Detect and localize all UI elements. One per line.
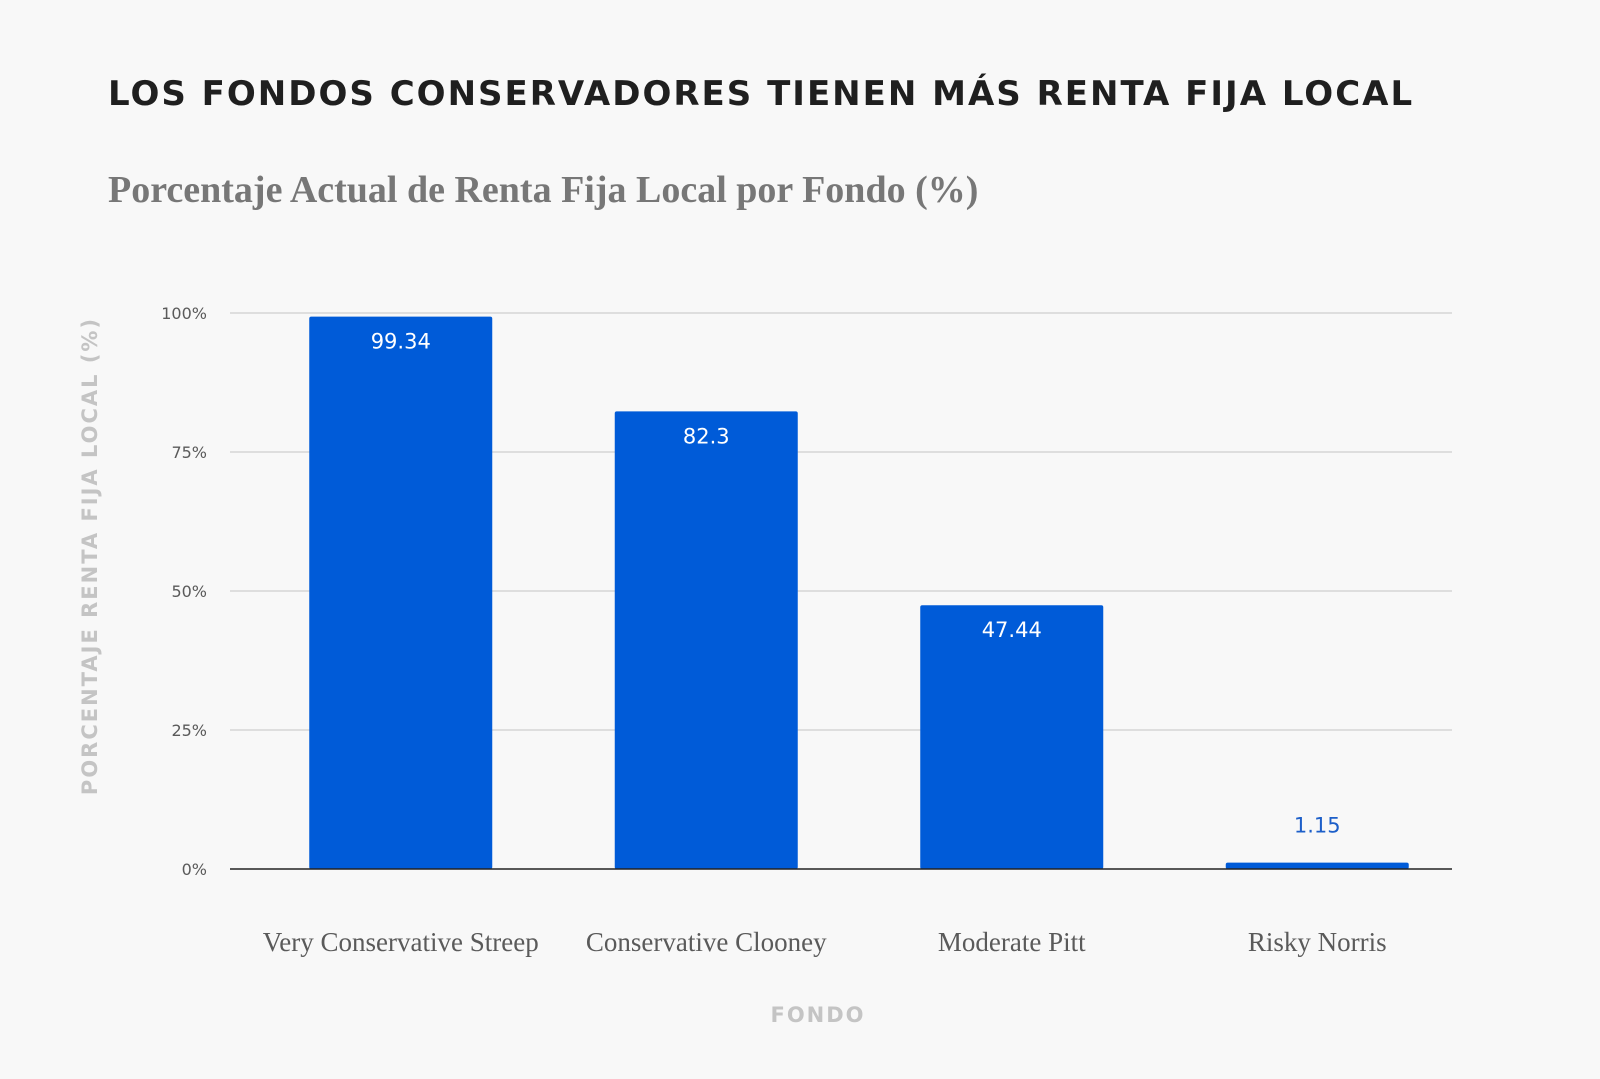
- y-tick-label: 50%: [171, 582, 207, 601]
- x-axis-categories: Very Conservative Streep Conservative Clo…: [263, 927, 1387, 957]
- data-label: 99.34: [371, 330, 431, 354]
- y-tick-label: 100%: [161, 304, 207, 323]
- chart-subtitle: Porcentaje Actual de Renta Fija Local po…: [108, 169, 979, 211]
- x-category-label: Conservative Clooney: [586, 927, 827, 957]
- x-category-label: Risky Norris: [1248, 927, 1387, 957]
- bar[interactable]: [1225, 862, 1409, 869]
- data-label: 47.44: [982, 618, 1042, 642]
- bar[interactable]: [920, 605, 1104, 869]
- data-label: 82.3: [683, 424, 730, 448]
- y-axis-title: PORCENTAJE RENTA FIJA LOCAL (%): [78, 317, 102, 795]
- data-label: 1.15: [1294, 814, 1341, 838]
- bar[interactable]: [309, 316, 493, 870]
- y-tick-label: 75%: [171, 443, 207, 462]
- y-tick-label: 25%: [171, 721, 207, 740]
- bars: [309, 316, 1409, 870]
- y-axis-ticks: 0% 25% 50% 75% 100%: [161, 304, 207, 879]
- x-axis-title: FONDO: [770, 1003, 865, 1027]
- y-tick-label: 0%: [182, 860, 207, 879]
- x-category-label: Moderate Pitt: [938, 927, 1086, 957]
- chart-title: LOS FONDOS CONSERVADORES TIENEN MÁS RENT…: [108, 74, 1415, 114]
- bar[interactable]: [614, 411, 798, 869]
- x-category-label: Very Conservative Streep: [263, 927, 539, 957]
- data-labels: 99.34 82.3 47.44 1.15: [371, 330, 1341, 838]
